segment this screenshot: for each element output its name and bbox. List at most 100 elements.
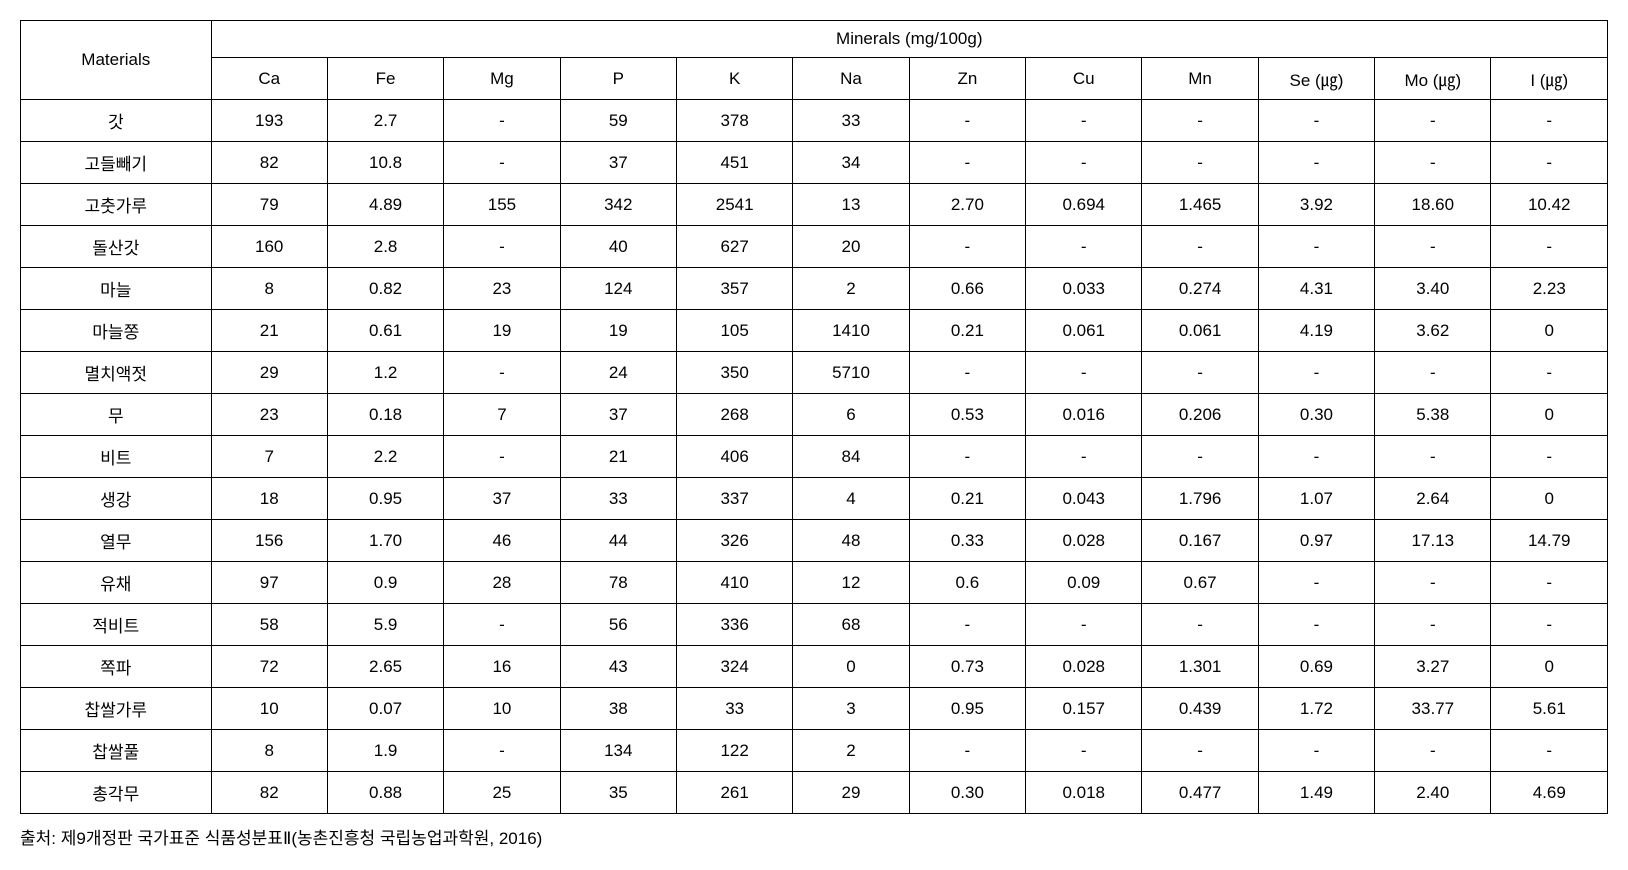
data-cell: - [1375, 604, 1491, 646]
data-cell: - [1491, 436, 1608, 478]
table-body: 갓1932.7-5937833------고들빼기8210.8-3745134-… [21, 100, 1608, 814]
data-cell: 2 [793, 268, 909, 310]
data-cell: 406 [676, 436, 792, 478]
data-cell: 1.9 [327, 730, 443, 772]
data-cell: - [1026, 352, 1142, 394]
data-cell: - [1491, 604, 1608, 646]
data-cell: 7 [211, 436, 327, 478]
data-cell: - [1491, 142, 1608, 184]
data-cell: 342 [560, 184, 676, 226]
data-cell: - [1026, 226, 1142, 268]
material-cell: 찹쌀풀 [21, 730, 212, 772]
data-cell: 0.477 [1142, 772, 1258, 814]
column-header: Mn [1142, 58, 1258, 100]
data-cell: 2.8 [327, 226, 443, 268]
data-cell: - [1375, 352, 1491, 394]
column-header: K [676, 58, 792, 100]
data-cell: 124 [560, 268, 676, 310]
data-cell: - [1142, 730, 1258, 772]
data-cell: 21 [560, 436, 676, 478]
table-row: 찹쌀가루100.0710383330.950.1570.4391.7233.77… [21, 688, 1608, 730]
material-cell: 총각무 [21, 772, 212, 814]
data-cell: 2.65 [327, 646, 443, 688]
data-cell: - [444, 436, 560, 478]
data-cell: - [1142, 100, 1258, 142]
data-cell: 0.061 [1026, 310, 1142, 352]
data-cell: 410 [676, 562, 792, 604]
data-cell: - [909, 226, 1025, 268]
data-cell: 8 [211, 730, 327, 772]
data-cell: - [1491, 562, 1608, 604]
data-cell: 0.09 [1026, 562, 1142, 604]
data-cell: 0.67 [1142, 562, 1258, 604]
data-cell: 156 [211, 520, 327, 562]
data-cell: 0 [1491, 478, 1608, 520]
data-cell: 7 [444, 394, 560, 436]
material-cell: 무 [21, 394, 212, 436]
table-row: 무230.1873726860.530.0160.2060.305.380 [21, 394, 1608, 436]
table-row: 멸치액젓291.2-243505710------ [21, 352, 1608, 394]
data-cell: 68 [793, 604, 909, 646]
data-cell: - [1026, 100, 1142, 142]
data-cell: 10.8 [327, 142, 443, 184]
data-cell: - [1258, 226, 1374, 268]
table-row: 쪽파722.65164332400.730.0281.3010.693.270 [21, 646, 1608, 688]
data-cell: 56 [560, 604, 676, 646]
header-row-1: Materials Minerals (mg/100g) [21, 21, 1608, 58]
minerals-table: Materials Minerals (mg/100g) CaFeMgPKNaZ… [20, 20, 1608, 814]
source-footnote: 출처: 제9개정판 국가표준 식품성분표Ⅱ(농촌진흥청 국립농업과학원, 201… [20, 824, 1608, 849]
data-cell: - [444, 100, 560, 142]
data-cell: 0.018 [1026, 772, 1142, 814]
data-cell: 33 [676, 688, 792, 730]
data-cell: 2 [793, 730, 909, 772]
data-cell: 4.19 [1258, 310, 1374, 352]
data-cell: - [909, 730, 1025, 772]
data-cell: 34 [793, 142, 909, 184]
data-cell: 10 [444, 688, 560, 730]
data-cell: 0.82 [327, 268, 443, 310]
column-header: P [560, 58, 676, 100]
data-cell: 33.77 [1375, 688, 1491, 730]
data-cell: 105 [676, 310, 792, 352]
data-cell: 18 [211, 478, 327, 520]
data-cell: 79 [211, 184, 327, 226]
data-cell: 29 [211, 352, 327, 394]
data-cell: 1410 [793, 310, 909, 352]
material-cell: 적비트 [21, 604, 212, 646]
data-cell: 84 [793, 436, 909, 478]
data-cell: 122 [676, 730, 792, 772]
data-cell: 0.206 [1142, 394, 1258, 436]
data-cell: 4.89 [327, 184, 443, 226]
data-cell: 58 [211, 604, 327, 646]
data-cell: 5.9 [327, 604, 443, 646]
data-cell: 48 [793, 520, 909, 562]
data-cell: - [444, 604, 560, 646]
column-header: Na [793, 58, 909, 100]
data-cell: 0.439 [1142, 688, 1258, 730]
data-cell: - [909, 436, 1025, 478]
data-cell: 0.30 [909, 772, 1025, 814]
data-cell: - [1142, 226, 1258, 268]
data-cell: 44 [560, 520, 676, 562]
data-cell: 3.62 [1375, 310, 1491, 352]
data-cell: 451 [676, 142, 792, 184]
data-cell: 4.69 [1491, 772, 1608, 814]
column-header: Mg [444, 58, 560, 100]
data-cell: 10 [211, 688, 327, 730]
data-cell: 1.465 [1142, 184, 1258, 226]
data-cell: - [1026, 436, 1142, 478]
data-cell: 0.157 [1026, 688, 1142, 730]
data-cell: 2.40 [1375, 772, 1491, 814]
data-cell: - [1258, 436, 1374, 478]
data-cell: 3.92 [1258, 184, 1374, 226]
data-cell: 13 [793, 184, 909, 226]
data-cell: 38 [560, 688, 676, 730]
data-cell: 0.73 [909, 646, 1025, 688]
data-cell: 8 [211, 268, 327, 310]
data-cell: - [909, 100, 1025, 142]
material-cell: 고들빼기 [21, 142, 212, 184]
data-cell: 33 [793, 100, 909, 142]
data-cell: 24 [560, 352, 676, 394]
data-cell: 378 [676, 100, 792, 142]
data-cell: 0.33 [909, 520, 1025, 562]
